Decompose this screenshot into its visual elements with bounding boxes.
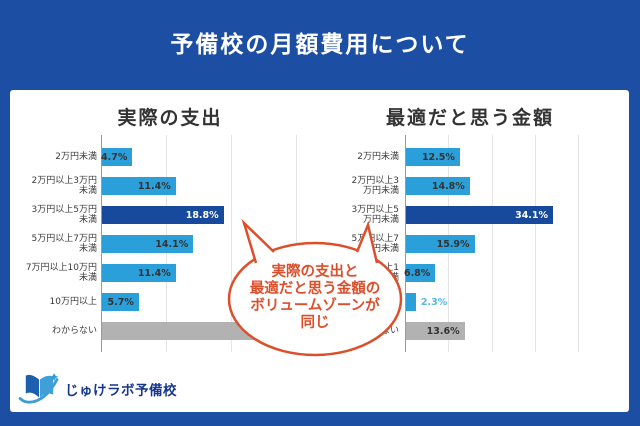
bar-row: 14.1% — [102, 235, 335, 253]
bar: 14.8% — [406, 177, 470, 195]
speech-bubble-line: 最適だと思う金額の — [249, 281, 381, 297]
bar-value-label: 14.1% — [155, 238, 189, 250]
y-axis — [101, 135, 102, 352]
bar-value-label: 14.8% — [431, 180, 465, 192]
category-label: 5万円以上7万円未満 — [31, 233, 97, 255]
bar: 18.8% — [102, 206, 224, 224]
category-label: 10万円以上 — [49, 296, 97, 307]
brand-logo: じゅけラボ予備校 — [18, 372, 177, 406]
gridline — [231, 135, 232, 352]
bar-row: 13.6% — [406, 322, 613, 340]
bar: 15.9% — [406, 235, 475, 253]
category-labels-left: 2万円未満 2万円以上3万円 未満 3万円以上5万円 未満 5万円以上7万円 未満 7万円以上… — [10, 135, 99, 352]
speech-bubble — [220, 215, 410, 365]
bar: 2.3% — [406, 293, 447, 311]
bar: 5.7% — [102, 293, 139, 311]
category-label: 2万円以上3万円未満 — [31, 175, 97, 197]
bar: 11.4% — [102, 177, 176, 195]
category-label: 7万円以上10万円未満 — [25, 262, 97, 284]
speech-bubble-line: 実際の支出と — [271, 264, 359, 280]
speech-bubble-line: ボリュームゾーンが — [250, 298, 380, 314]
bar-row: 34.1% — [406, 206, 613, 224]
bar-value-label: 4.7% — [101, 151, 128, 163]
gridline — [491, 135, 493, 352]
category-label: 2万円未満 — [55, 151, 97, 162]
bar: 13.6% — [406, 322, 465, 340]
category-label: わからない — [51, 325, 97, 336]
bar-value-label: 13.6% — [426, 325, 460, 337]
gridline — [535, 135, 536, 352]
page-title: 予備校の月額費用について — [170, 32, 470, 58]
bar-value-label: 11.4% — [137, 180, 171, 192]
bar-row: 11.4% — [102, 177, 335, 195]
logo-text: じゅけラボ予備校 — [65, 383, 177, 399]
bar-plot-right: 12.5% 14.8% 34.1% 15.9% 6.8% 2.3% 13.6% — [403, 135, 613, 352]
bar-row: 12.5% — [406, 148, 613, 166]
bar-value-label: 15.9% — [436, 238, 470, 250]
speech-bubble-icon — [227, 218, 403, 357]
bar-row: 18.8% — [102, 206, 335, 224]
bar-value-label: 5.7% — [107, 296, 134, 308]
bar: 6.8% — [403, 264, 436, 282]
bar-row: 14.8% — [406, 177, 613, 195]
bar-value-label: 12.5% — [421, 151, 455, 163]
logo-book-icon — [18, 372, 59, 404]
chart-panel: 実際の支出 最適だと思う金額 2万円未満 2万円以上3万円 未満 3万円以上5万円 未満… — [10, 90, 629, 412]
bar: 12.5% — [406, 148, 460, 166]
bar-value-label: 18.8% — [185, 209, 219, 221]
speech-bubble-line: 同じ — [300, 315, 330, 331]
bar-value-label: 34.1% — [515, 209, 549, 221]
category-label: 2万円未満 — [357, 151, 399, 162]
chart-title-ideal-amount: 最適だと思う金額 — [385, 107, 554, 129]
category-label: 3万円以上5万円未満 — [31, 204, 97, 226]
gridline — [578, 135, 580, 352]
speech-bubble-text: 実際の支出と 最適だと思う金額の ボリュームゾーンが 同じ — [237, 257, 393, 339]
bar-row: 15.9% — [406, 235, 613, 253]
bar-value-label: 6.8% — [403, 267, 431, 279]
bar-value-label: 2.3% — [420, 296, 448, 308]
chart-title-actual-spend: 実際の支出 — [117, 107, 223, 129]
bar: 4.7% — [101, 148, 133, 166]
bar-row: 5.7% — [102, 293, 335, 311]
bar-row: 4.7% — [101, 148, 335, 166]
bar: 11.4% — [102, 264, 176, 282]
bar: 14.1% — [102, 235, 194, 253]
bar-value-label: 11.4% — [137, 267, 171, 279]
bar-row: 2.3% — [406, 293, 613, 311]
bar-row: 11.4% — [102, 264, 335, 282]
y-axis — [405, 135, 406, 352]
title-bar: 予備校の月額費用について — [0, 0, 640, 90]
bar-row: 6.8% — [403, 264, 613, 282]
bar: 34.1% — [406, 206, 554, 224]
